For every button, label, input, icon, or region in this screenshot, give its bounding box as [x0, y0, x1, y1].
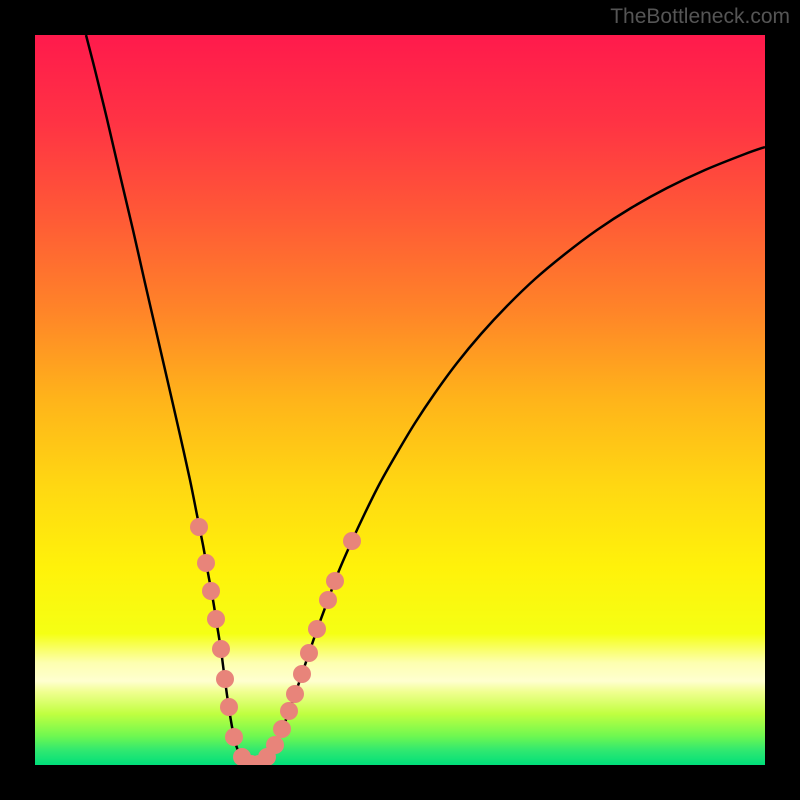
data-marker — [300, 644, 318, 662]
curve-layer — [35, 35, 765, 765]
plot-area — [35, 35, 765, 765]
data-marker — [319, 591, 337, 609]
data-marker — [212, 640, 230, 658]
data-marker — [326, 572, 344, 590]
data-marker — [202, 582, 220, 600]
data-marker — [293, 665, 311, 683]
data-marker — [286, 685, 304, 703]
chart-container: TheBottleneck.com — [0, 0, 800, 800]
watermark-text: TheBottleneck.com — [610, 5, 790, 29]
data-marker — [225, 728, 243, 746]
data-marker — [266, 736, 284, 754]
data-marker — [207, 610, 225, 628]
bottleneck-curve — [86, 35, 765, 765]
data-marker — [273, 720, 291, 738]
data-markers — [190, 518, 361, 765]
data-marker — [197, 554, 215, 572]
data-marker — [220, 698, 238, 716]
data-marker — [216, 670, 234, 688]
data-marker — [308, 620, 326, 638]
data-marker — [280, 702, 298, 720]
data-marker — [343, 532, 361, 550]
data-marker — [190, 518, 208, 536]
